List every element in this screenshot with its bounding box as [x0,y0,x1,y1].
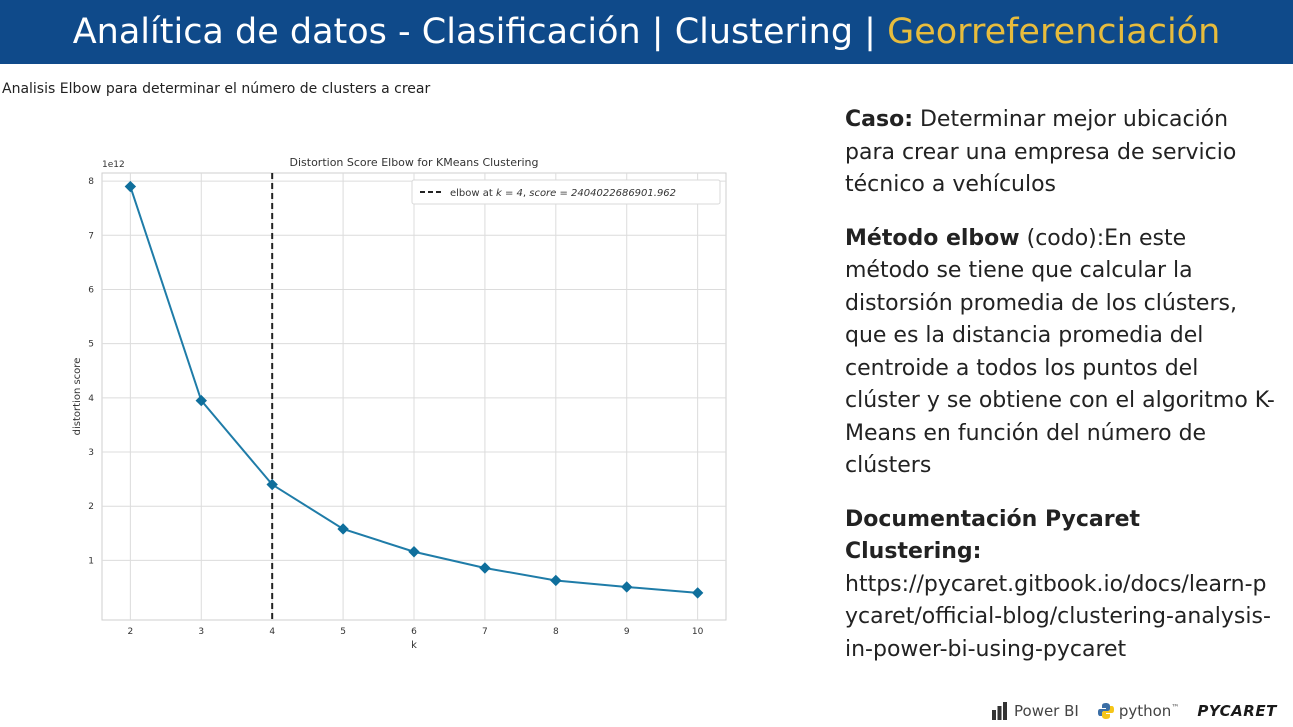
data-point [550,574,562,587]
doc-label: Documentación Pycaret Clustering: [845,506,1141,565]
data-point [195,394,207,407]
elbow-chart-svg: 2 3 4 5 6 7 8 9 10 1 2 3 4 5 6 7 8 1e12 Distortion Score E… [72,156,727,651]
pycaret-logo: PYCARET [1197,702,1277,720]
header-banner: Analítica de datos - Clasificación | Clu… [0,0,1293,64]
doc-paragraph: Documentación Pycaret Clustering: https:… [845,504,1275,667]
header-title-main: Analítica de datos - Clasificación | Clu… [72,12,888,52]
chart-subtitle: Analisis Elbow para determinar el número… [2,81,431,97]
doc-url: https://pycaret.gitbook.io/docs/learn-py… [845,571,1271,662]
python-label: python™ [1118,702,1180,720]
legend: elbow at k = 4, score = 2404022686901.96… [411,179,721,205]
python-logo: python™ [1097,702,1179,720]
caso-text: Determinar mejor ubicación para crear un… [845,107,1237,197]
y-axis-label: distortion score [72,358,83,436]
python-icon [1097,703,1114,719]
y-tick-label: 3 [88,448,94,458]
y-tick-label: 6 [88,285,94,295]
y-tick-label: 2 [88,502,94,512]
x-tick-label: 6 [411,627,417,637]
x-tick-label: 5 [340,627,346,637]
powerbi-icon [992,702,1007,720]
caso-paragraph: Caso: Determinar mejor ubicación para cr… [845,104,1275,202]
metodo-text: (codo):En este método se tiene que calcu… [845,225,1275,479]
data-point [621,581,633,593]
powerbi-label: Power BI [1014,702,1079,720]
caso-label: Caso: [845,107,913,132]
y-tick-label: 4 [88,394,94,404]
data-point [691,587,704,599]
legend-box [411,179,721,205]
data-point [266,478,278,491]
metodo-paragraph: Método elbow (codo):En este método se ti… [845,223,1275,483]
description-panel: Caso: Determinar mejor ubicación para cr… [845,104,1275,687]
metodo-label: Método elbow [845,225,1020,251]
data-point [479,562,491,574]
chart-title: Distortion Score Elbow for KMeans Cluste… [290,156,539,169]
x-tick-label: 2 [127,627,133,637]
legend-label: elbow at k = 4, score = 2404022686901.96… [450,188,676,199]
data-point [124,180,137,193]
y-tick-label: 1 [88,556,94,566]
y-multiplier-label: 1e12 [102,160,125,170]
x-axis-label: k [411,640,417,651]
header-title-highlight: Georreferenciación [887,12,1221,52]
data-point [408,546,420,558]
x-tick-label: 4 [269,627,275,637]
logo-bar: Power BI python™ PYCARET [990,698,1285,724]
x-tick-label: 10 [692,627,704,637]
x-tick-label: 3 [198,627,204,637]
data-point [337,523,349,535]
powerbi-logo: Power BI [990,702,1079,720]
x-tick-label: 7 [482,627,488,637]
y-tick-label: 5 [88,340,94,350]
y-tick-label: 8 [88,177,94,187]
elbow-chart: 2 3 4 5 6 7 8 9 10 1 2 3 4 5 6 7 8 1e12 Distortion Score E… [60,148,740,658]
x-tick-label: 8 [553,627,559,637]
y-tick-label: 7 [88,231,94,241]
header-title: Analítica de datos - Clasificación | Clu… [73,12,1221,52]
x-tick-label: 9 [624,627,630,637]
